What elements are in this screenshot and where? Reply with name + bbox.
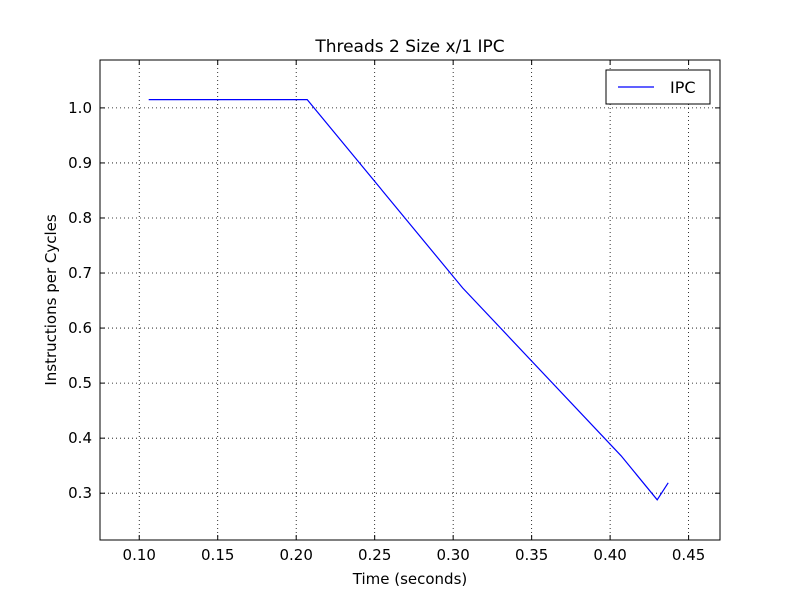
y-tick-label: 0.8 [68,209,92,227]
plot-area-frame [99,59,721,541]
x-tick-label: 0.30 [436,546,469,564]
y-tick-label: 1.0 [68,99,92,117]
series-line-ipc [148,98,669,501]
y-tick-label: 0.5 [68,374,92,392]
series-layer [148,98,669,501]
x-tick-label: 0.20 [279,546,312,564]
y-tick-label: 0.4 [68,429,92,447]
grid-lines [100,60,720,540]
y-tick-label: 0.9 [68,154,92,172]
x-tick-label: 0.15 [201,546,234,564]
x-axis-label: Time (seconds) [352,570,468,588]
chart-title: Threads 2 Size x/1 IPC [314,37,504,57]
legend: IPC [605,69,711,105]
y-tick-label: 0.3 [68,484,92,502]
y-tick-label: 0.7 [68,264,92,282]
legend-label-ipc: IPC [670,78,696,97]
axis-ticks: 0.10 0.15 0.20 0.25 0.30 0.35 0.40 0.45 0.3 0.4 0.… [68,60,720,564]
x-tick-label: 0.40 [593,546,626,564]
y-tick-label: 0.6 [68,319,92,337]
x-tick-label: 0.25 [358,546,391,564]
x-tick-label: 0.45 [672,546,705,564]
x-tick-label: 0.35 [515,546,548,564]
x-tick-label: 0.10 [123,546,156,564]
y-axis-label: Instructions per Cycles [42,214,60,386]
